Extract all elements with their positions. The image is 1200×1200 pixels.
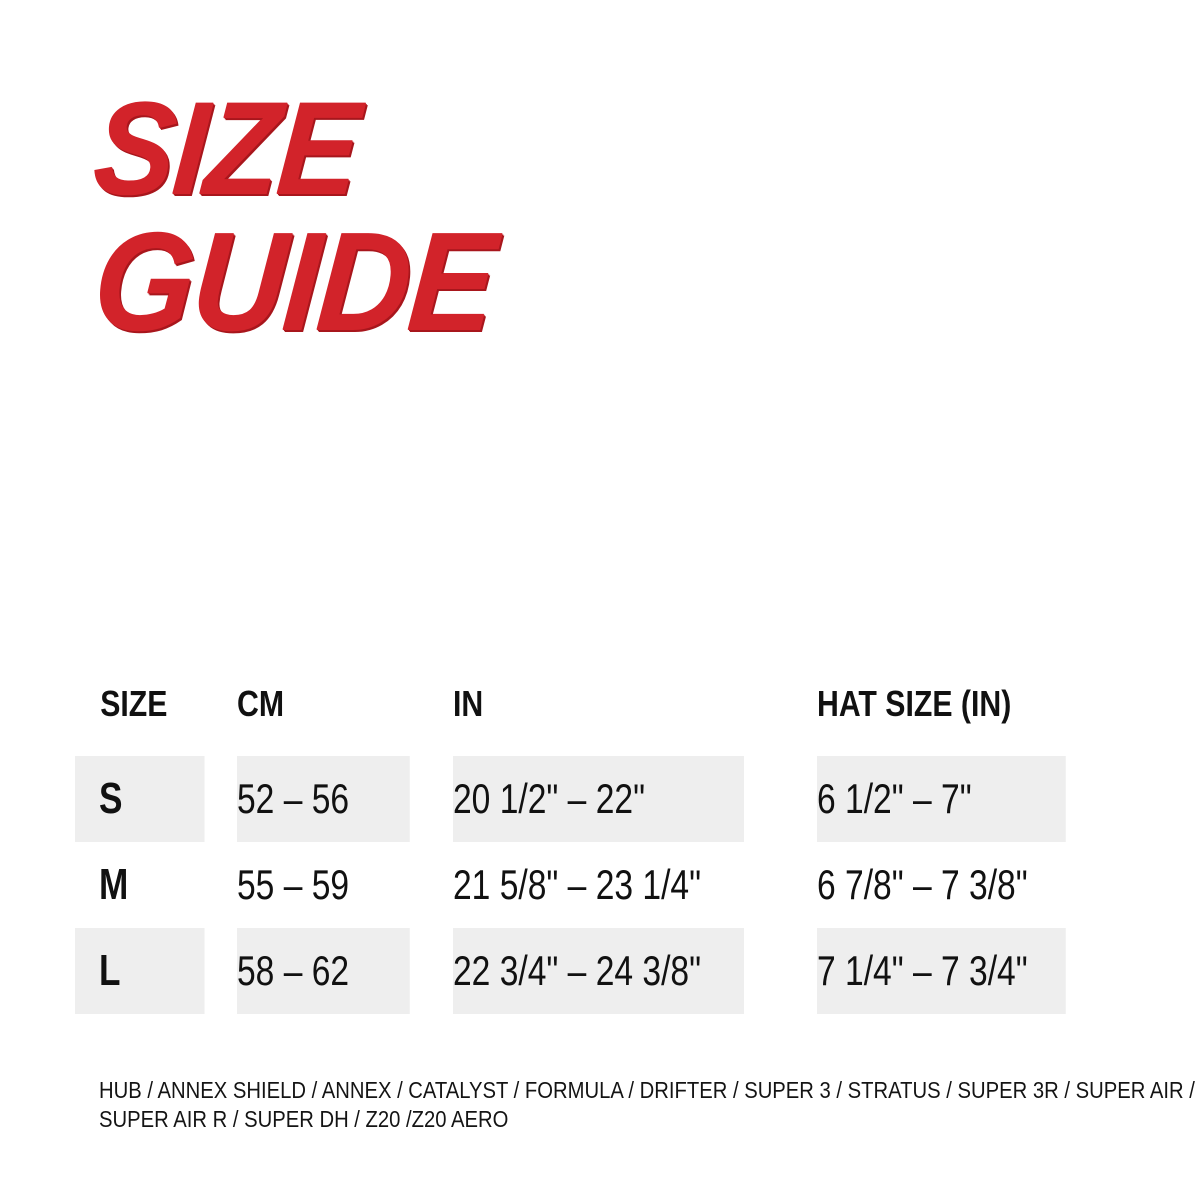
cell-in: 20 1/2" – 22" [453, 756, 745, 842]
cell-size: M [99, 860, 129, 909]
table-header-row: SIZE CM IN HAT SIZE (IN) [75, 686, 1128, 756]
cell-in: 22 3/4" – 24 3/8" [453, 928, 745, 1014]
cell-cm: 52 – 56 [237, 756, 410, 842]
cell-hat-size: 7 1/4" – 7 3/4" [817, 928, 1066, 1014]
page-title: SIZE GUIDE [89, 75, 795, 360]
cell-size: S [75, 756, 205, 842]
cell-size: L [75, 928, 205, 1014]
column-header-hat-size: HAT SIZE (IN) [817, 683, 1012, 724]
table-row: M 55 – 59 21 5/8" – 23 1/4" 6 7/8" – 7 3/8" [75, 842, 1128, 928]
table-row: L 58 – 62 22 3/4" – 24 3/8" 7 1/4" – 7 3/4" [75, 928, 1128, 1014]
column-header-size: SIZE [100, 683, 168, 724]
cell-hat-size: 6 7/8" – 7 3/8" [817, 861, 1028, 908]
page-title-line-2: GUIDE [88, 202, 501, 360]
model-list-footnote: HUB / ANNEX SHIELD / ANNEX / CATALYST / … [99, 1076, 1195, 1134]
table-body: S 52 – 56 20 1/2" – 22" 6 1/2" – 7" M 55 – 59… [75, 756, 1128, 1014]
table-header: SIZE CM IN HAT SIZE (IN) [75, 686, 1128, 756]
cell-cm: 58 – 62 [237, 928, 410, 1014]
table-row: S 52 – 56 20 1/2" – 22" 6 1/2" – 7" [75, 756, 1128, 842]
model-list-line-1: HUB / ANNEX SHIELD / ANNEX / CATALYST / … [99, 1077, 1195, 1103]
page-title-line-1: SIZE [89, 75, 364, 222]
size-guide-table: SIZE CM IN HAT SIZE (IN) S 52 – 56 20 1/2"… [75, 686, 1128, 1014]
column-header-cm: CM [237, 683, 285, 724]
cell-hat-size: 6 1/2" – 7" [817, 756, 1066, 842]
cell-cm: 55 – 59 [237, 861, 350, 908]
model-list-line-2: SUPER AIR R / SUPER DH / Z20 /Z20 AERO [99, 1106, 509, 1133]
cell-in: 21 5/8" – 23 1/4" [453, 861, 702, 908]
column-header-in: IN [453, 683, 484, 724]
